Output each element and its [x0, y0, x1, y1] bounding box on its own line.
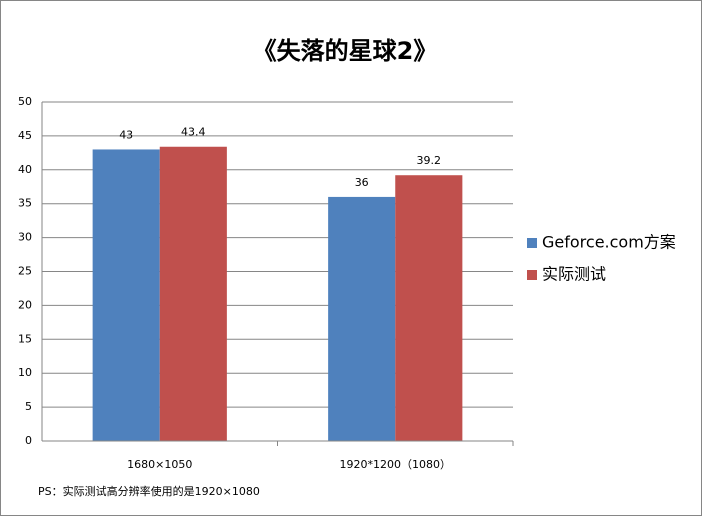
y-tick-label: 45	[18, 129, 32, 142]
y-tick-label: 10	[18, 366, 32, 379]
bar	[92, 149, 160, 441]
y-tick-label: 30	[18, 231, 32, 244]
footnote: PS：实际测试高分辨率使用的是1920×1080	[38, 484, 260, 498]
y-tick-label: 50	[18, 95, 32, 108]
bar	[328, 196, 396, 441]
legend-label: Geforce.com方案	[542, 233, 676, 252]
x-tick-label: 1920*1200（1080）	[340, 458, 451, 471]
y-tick-label: 25	[18, 265, 32, 278]
y-tick-label: 40	[18, 163, 32, 176]
bar	[159, 146, 227, 442]
value-label: 36	[355, 176, 369, 189]
y-tick-label: 0	[25, 434, 32, 447]
value-label: 43	[119, 128, 133, 141]
legend-swatch	[527, 238, 537, 248]
x-tick-label: 1680×1050	[127, 458, 192, 471]
chart-title: 《失落的星球2》	[253, 37, 438, 65]
y-tick-label: 20	[18, 298, 32, 311]
value-label: 43.4	[181, 126, 206, 139]
value-label: 39.2	[417, 154, 442, 167]
y-tick-label: 5	[25, 400, 32, 413]
legend-swatch	[527, 270, 537, 280]
y-tick-label: 35	[18, 197, 32, 210]
legend-label: 实际测试	[542, 265, 606, 284]
y-tick-label: 15	[18, 332, 32, 345]
bar	[395, 175, 463, 441]
